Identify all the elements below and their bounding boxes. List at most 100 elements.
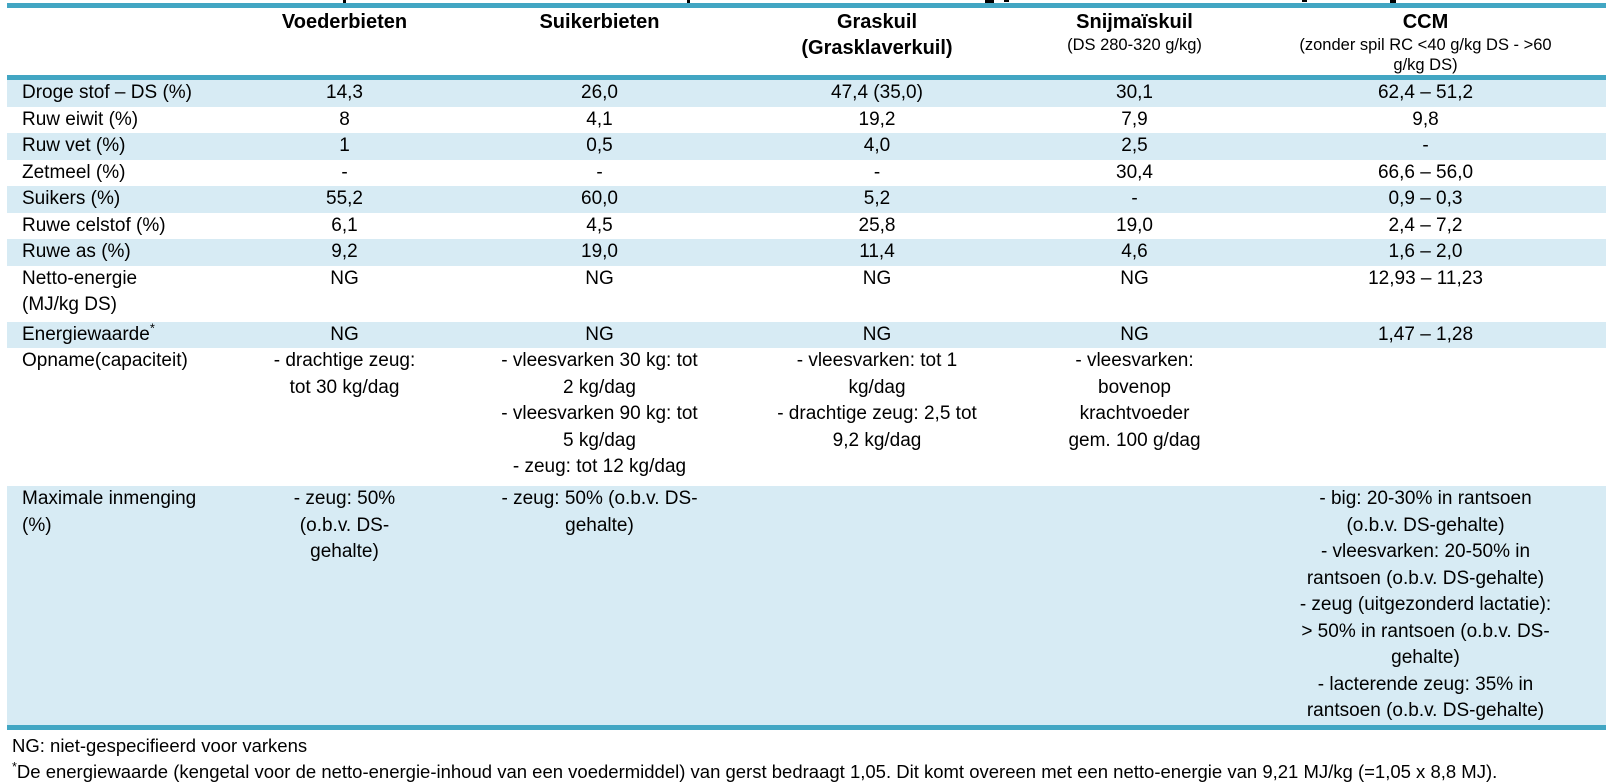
table-cell: 7,9 [1022, 107, 1247, 134]
cropped-caption-fragments [0, 0, 1612, 3]
table-cell: 9,2 [222, 239, 467, 266]
table-cell: - [732, 160, 1022, 187]
row-label: Droge stof – DS (%) [7, 80, 222, 107]
table-cell: - zeug: 50% (o.b.v. DS- gehalte) [222, 486, 467, 725]
table-cell: 2,4 – 7,2 [1247, 213, 1604, 240]
table-cell: 0,9 – 0,3 [1247, 186, 1604, 213]
table-cell: - vleesvarken: tot 1 kg/dag - drachtige … [732, 348, 1022, 486]
table-cell: - drachtige zeug: tot 30 kg/dag [222, 348, 467, 486]
table-cell [732, 486, 1022, 725]
table-cell [1022, 486, 1247, 725]
table-cell: 26,0 [467, 80, 732, 107]
column-header: Snijmaïskuil(DS 280-320 g/kg) [1022, 8, 1247, 75]
table-cell: 60,0 [467, 186, 732, 213]
footnotes: NG: niet-gespecifieerd voor varkens *De … [0, 730, 1612, 784]
table-cell: 4,1 [467, 107, 732, 134]
table-cell: 19,0 [1022, 213, 1247, 240]
footnote-energy-text: De energiewaarde (kengetal voor de netto… [17, 761, 1497, 782]
table-cell: 2,5 [1022, 133, 1247, 160]
footnote-energy: *De energiewaarde (kengetal voor de nett… [12, 759, 1612, 784]
column-title: Voederbieten [222, 9, 467, 35]
table-cell: - vleesvarken 30 kg: tot 2 kg/dag - vlee… [467, 348, 732, 486]
table-cell: 19,0 [467, 239, 732, 266]
table-cell: 5,2 [732, 186, 1022, 213]
table-cell: NG [1022, 266, 1247, 322]
column-title: Snijmaïskuil [1022, 9, 1247, 35]
table-cell: 4,0 [732, 133, 1022, 160]
table-cell: 4,5 [467, 213, 732, 240]
column-header: CCM(zonder spil RC <40 g/kg DS - >60 g/k… [1247, 8, 1604, 75]
table-cell: 47,4 (35,0) [732, 80, 1022, 107]
table-cell: - [1247, 133, 1604, 160]
table-cell: 12,93 – 11,23 [1247, 266, 1604, 322]
table-cell: NG [732, 266, 1022, 322]
table-cell: 1,6 – 2,0 [1247, 239, 1604, 266]
table-row: Opname(capaciteit)- drachtige zeug: tot … [7, 348, 1606, 486]
row-label: Netto-energie (MJ/kg DS) [7, 266, 222, 322]
table-cell: 30,4 [1022, 160, 1247, 187]
table-cell: 25,8 [732, 213, 1022, 240]
column-title: Graskuil (Grasklaverkuil) [732, 9, 1022, 61]
table-cell: 6,1 [222, 213, 467, 240]
table-cell [1247, 348, 1604, 486]
table-cell: NG [467, 266, 732, 322]
table-cell: 1,47 – 1,28 [1247, 322, 1604, 349]
table-cell: - [222, 160, 467, 187]
table-cell: 19,2 [732, 107, 1022, 134]
table-cell: - big: 20-30% in rantsoen (o.b.v. DS-geh… [1247, 486, 1604, 725]
table-cell: NG [222, 322, 467, 349]
column-subtitle: (DS 280-320 g/kg) [1022, 35, 1247, 55]
row-label: Ruw vet (%) [7, 133, 222, 160]
row-label: Ruwe celstof (%) [7, 213, 222, 240]
footnote-ng: NG: niet-gespecifieerd voor varkens [12, 733, 1612, 759]
row-label: Opname(capaciteit) [7, 348, 222, 486]
column-title: CCM [1247, 9, 1604, 35]
table-cell: 4,6 [1022, 239, 1247, 266]
table-cell: - [1022, 186, 1247, 213]
table-cell: NG [1022, 322, 1247, 349]
column-header-rowlabels [7, 8, 222, 75]
row-label: Suikers (%) [7, 186, 222, 213]
table-cell: 14,3 [222, 80, 467, 107]
table-cell: - zeug: 50% (o.b.v. DS- gehalte) [467, 486, 732, 725]
table-cell: 55,2 [222, 186, 467, 213]
table-cell: NG [222, 266, 467, 322]
column-subtitle: (zonder spil RC <40 g/kg DS - >60 g/kg D… [1247, 35, 1604, 75]
row-label: Ruw eiwit (%) [7, 107, 222, 134]
table-cell: NG [467, 322, 732, 349]
table-cell: 1 [222, 133, 467, 160]
row-label-footnote-marker: * [150, 320, 155, 335]
row-label: Ruwe as (%) [7, 239, 222, 266]
table-cell: 9,8 [1247, 107, 1604, 134]
column-header: Graskuil (Grasklaverkuil) [732, 8, 1022, 75]
table-cell: 8 [222, 107, 467, 134]
column-title: Suikerbieten [467, 9, 732, 35]
table-cell: - vleesvarken: bovenop krachtvoeder gem.… [1022, 348, 1247, 486]
row-label: Energiewaarde* [7, 322, 222, 349]
table-row: Maximale inmenging (%)- zeug: 50% (o.b.v… [7, 486, 1606, 725]
table-cell: 30,1 [1022, 80, 1247, 107]
column-header: Suikerbieten [467, 8, 732, 75]
table-cell: 62,4 – 51,2 [1247, 80, 1604, 107]
row-label: Zetmeel (%) [7, 160, 222, 187]
table-cell: 66,6 – 56,0 [1247, 160, 1604, 187]
table-cell: 11,4 [732, 239, 1022, 266]
table-cell: 0,5 [467, 133, 732, 160]
column-header: Voederbieten [222, 8, 467, 75]
table-cell: - [467, 160, 732, 187]
table-cell: NG [732, 322, 1022, 349]
row-label: Maximale inmenging (%) [7, 486, 222, 725]
